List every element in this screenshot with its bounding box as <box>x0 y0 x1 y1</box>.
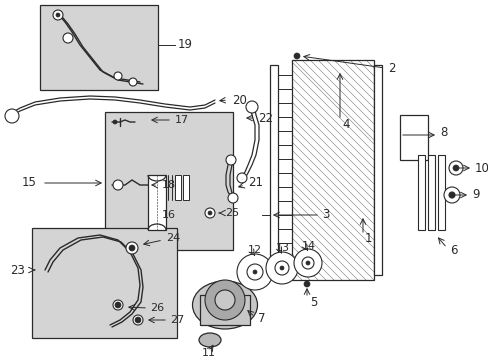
Bar <box>269 65 278 275</box>
Circle shape <box>246 264 263 280</box>
Circle shape <box>304 281 309 287</box>
Text: 21: 21 <box>247 176 263 189</box>
Text: 22: 22 <box>258 112 272 125</box>
Bar <box>148 175 165 230</box>
Ellipse shape <box>192 281 257 329</box>
Text: 1: 1 <box>364 231 372 244</box>
Circle shape <box>53 10 63 20</box>
Text: 20: 20 <box>231 94 246 107</box>
Circle shape <box>204 208 215 218</box>
Bar <box>291 60 373 280</box>
Text: 8: 8 <box>439 126 447 139</box>
Circle shape <box>114 72 122 80</box>
Text: 2: 2 <box>387 62 395 75</box>
Circle shape <box>113 180 123 190</box>
Circle shape <box>302 257 313 269</box>
Circle shape <box>133 315 142 325</box>
Text: 19: 19 <box>178 39 193 51</box>
Circle shape <box>274 261 288 275</box>
Circle shape <box>293 53 299 59</box>
Circle shape <box>293 249 321 277</box>
Bar <box>399 115 427 160</box>
Circle shape <box>113 120 117 124</box>
Text: 9: 9 <box>471 189 479 202</box>
Bar <box>200 295 249 325</box>
Circle shape <box>227 193 238 203</box>
Text: 6: 6 <box>449 243 457 256</box>
Bar <box>373 65 381 275</box>
Ellipse shape <box>199 333 221 347</box>
Bar <box>40 5 158 90</box>
Circle shape <box>448 192 454 198</box>
Text: 23: 23 <box>10 264 25 276</box>
Circle shape <box>129 245 135 251</box>
Text: 26: 26 <box>150 303 164 313</box>
Text: 27: 27 <box>170 315 184 325</box>
Text: 11: 11 <box>202 348 216 358</box>
Text: 3: 3 <box>321 208 329 221</box>
Text: 7: 7 <box>258 311 265 324</box>
Text: 18: 18 <box>162 180 176 190</box>
Text: 24: 24 <box>165 233 180 243</box>
Circle shape <box>280 266 284 270</box>
Bar <box>427 155 434 230</box>
Circle shape <box>237 254 272 290</box>
Circle shape <box>448 161 462 175</box>
Circle shape <box>129 78 137 86</box>
Circle shape <box>215 290 235 310</box>
Circle shape <box>305 261 309 265</box>
Bar <box>105 112 232 250</box>
Text: 14: 14 <box>302 241 315 251</box>
Circle shape <box>265 252 297 284</box>
Bar <box>175 175 181 200</box>
Bar <box>437 155 444 230</box>
Circle shape <box>237 173 246 183</box>
Text: 16: 16 <box>162 210 176 220</box>
Circle shape <box>452 165 458 171</box>
Circle shape <box>56 13 60 17</box>
Text: 17: 17 <box>175 115 189 125</box>
Text: 10: 10 <box>474 162 488 175</box>
Circle shape <box>63 33 73 43</box>
Circle shape <box>225 155 236 165</box>
Circle shape <box>126 242 138 254</box>
Circle shape <box>5 109 19 123</box>
Circle shape <box>252 270 257 274</box>
Circle shape <box>245 101 258 113</box>
Bar <box>32 228 177 338</box>
Text: 5: 5 <box>309 296 317 309</box>
Circle shape <box>443 187 459 203</box>
Text: 15: 15 <box>22 176 37 189</box>
Text: 13: 13 <box>275 243 289 253</box>
Circle shape <box>207 211 212 215</box>
Circle shape <box>204 280 244 320</box>
Circle shape <box>115 302 121 308</box>
Circle shape <box>113 300 123 310</box>
Bar <box>417 155 424 230</box>
Bar <box>183 175 189 200</box>
Circle shape <box>135 317 141 323</box>
Text: 4: 4 <box>341 118 349 131</box>
Text: 25: 25 <box>224 208 239 218</box>
Text: 12: 12 <box>247 245 262 255</box>
